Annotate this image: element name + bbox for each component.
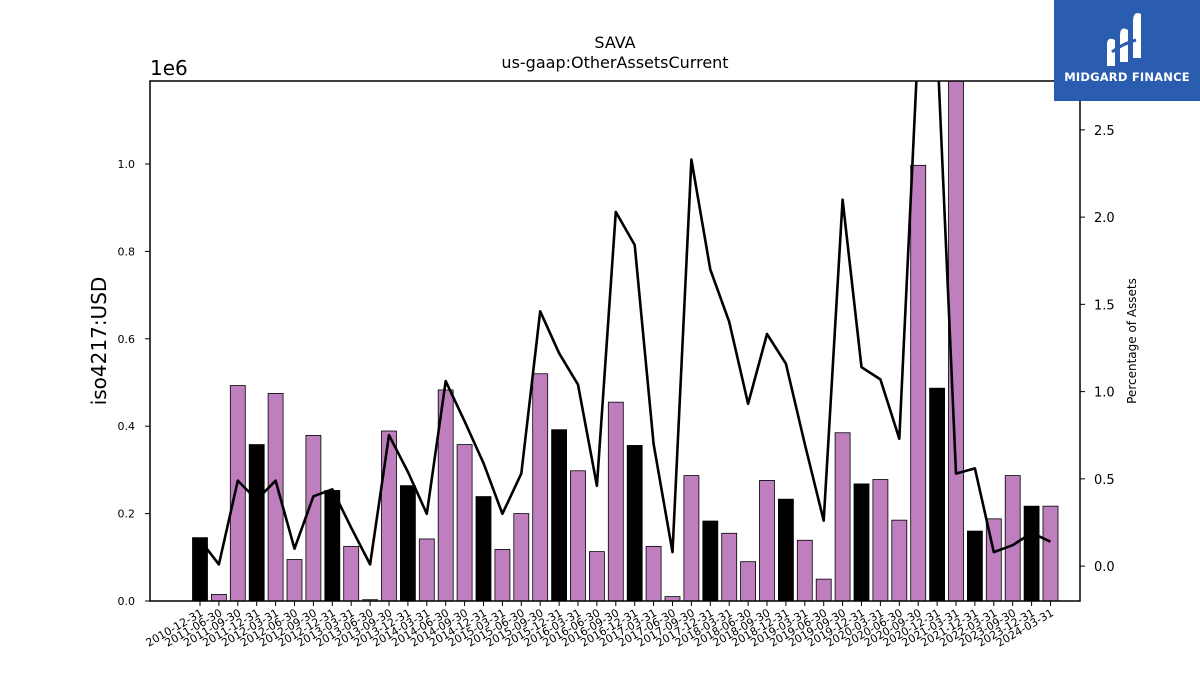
logo-text: MIDGARD FINANCE	[1064, 70, 1190, 84]
y-tick-label: 0.8	[118, 245, 136, 258]
bar-2011-09-30	[229, 385, 246, 602]
chart-subtitle: us-gaap:OtherAssetsCurrent	[501, 53, 728, 72]
bar-2020-03-31	[872, 479, 889, 602]
bar-2012-09-30	[305, 434, 322, 602]
y2-tick-label: 1.5	[1094, 298, 1115, 313]
bar-2016-06-30	[589, 551, 605, 602]
plot-frame	[149, 80, 1081, 602]
y2-tick-label: 0.0	[1094, 560, 1115, 575]
bar-2023-12-31	[1023, 505, 1040, 602]
bar-2016-12-31	[626, 445, 643, 602]
y2-tick-label: 0.5	[1094, 473, 1115, 488]
bar-2019-12-31	[853, 483, 870, 602]
bar-2018-12-31	[778, 498, 794, 602]
bar-2018-09-30	[759, 479, 775, 602]
bar-2018-03-31	[721, 532, 738, 602]
bar-2019-03-31	[796, 539, 813, 602]
bar-2019-09-30	[834, 432, 851, 602]
bar-2024-03-31	[1042, 505, 1059, 602]
bar-2015-03-31	[494, 549, 511, 602]
midgard-finance-logo: MIDGARD FINANCE	[1054, 0, 1200, 101]
bar-2023-09-30	[1004, 475, 1021, 602]
bar-2020-06-30	[891, 519, 908, 602]
percentage-line	[198, 81, 1052, 566]
bar-2013-03-31	[343, 545, 360, 602]
bar-2018-06-30	[740, 561, 756, 602]
y-tick-label: 0.0	[118, 595, 136, 608]
bar-2015-06-30	[513, 513, 530, 602]
y-axis-label: iso4217:USD	[87, 277, 111, 406]
y2-tick-label: 1.0	[1094, 386, 1115, 401]
bar-2015-12-31	[551, 429, 567, 602]
y2-tick-label: 2.0	[1094, 211, 1115, 226]
bar-2012-12-31	[324, 490, 341, 602]
bar-2020-09-30	[910, 164, 927, 602]
bar-2019-06-30	[815, 578, 832, 602]
bar-2014-12-31	[475, 496, 492, 602]
logo-mark-icon	[1107, 13, 1141, 66]
bar-2012-06-30	[286, 559, 303, 602]
bar-2017-12-31	[702, 520, 719, 602]
chart-title: SAVA	[594, 33, 635, 52]
bar-2016-09-30	[607, 401, 624, 602]
y-tick-label: 0.6	[118, 333, 136, 346]
bar-2017-03-31	[645, 545, 662, 602]
bar-2014-03-31	[418, 538, 435, 602]
y-tick-label: 0.4	[118, 420, 136, 433]
y-tick-label: 1.0	[118, 158, 136, 171]
y2-tick-label: 2.5	[1094, 124, 1115, 139]
bar-2021-12-31	[967, 530, 983, 602]
y2-axis-label: Percentage of Assets	[1125, 278, 1139, 404]
y-tick-label: 0.2	[118, 508, 136, 521]
bar-2017-09-30	[683, 475, 700, 602]
bar-2015-09-30	[532, 373, 549, 602]
bar-2011-06-30	[210, 594, 227, 602]
bar-2020-12-31	[929, 387, 945, 602]
y-axis-offset-label: 1e6	[150, 56, 188, 80]
bar-2013-12-31	[399, 485, 416, 602]
bar-2014-09-30	[456, 444, 473, 602]
bar-2013-09-30	[381, 430, 397, 602]
bar-2011-12-31	[248, 444, 265, 602]
bar-2016-03-31	[570, 470, 586, 602]
